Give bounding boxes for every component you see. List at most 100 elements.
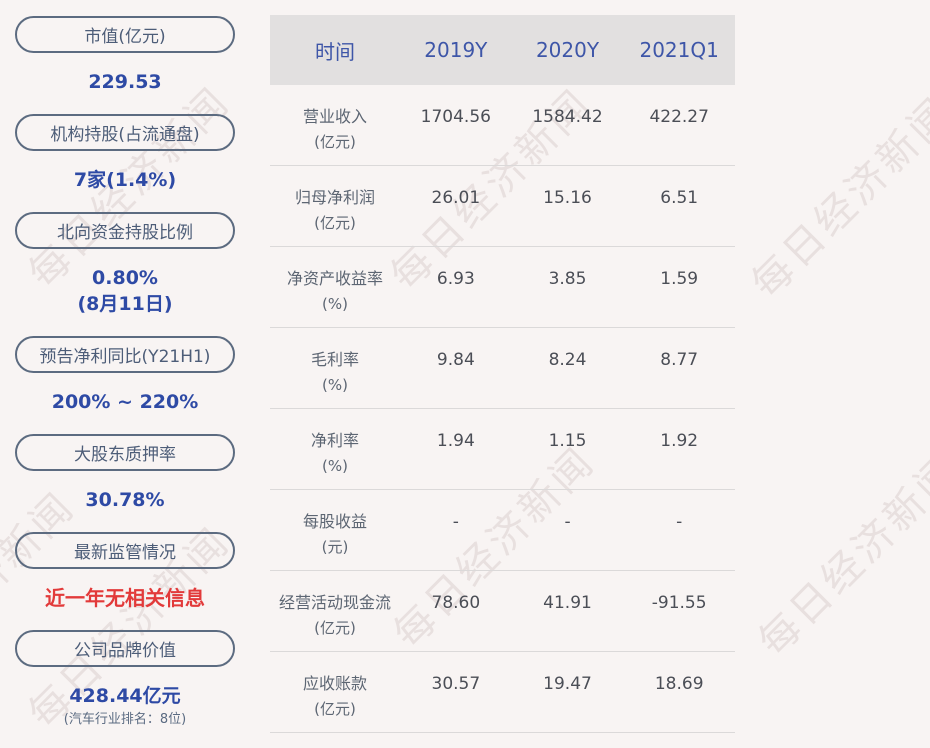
cell-2021q1: -: [676, 512, 683, 532]
cell-2019: 78.60: [431, 593, 481, 613]
row-label-unit: (%): [322, 376, 348, 394]
table-row-eps: 每股收益 (元) - - -: [270, 490, 735, 571]
row-label: 应收账款 (亿元): [270, 672, 400, 722]
cell-2021q1: 1.92: [660, 431, 699, 451]
northbound-holding-pill: 北向资金持股比例: [15, 212, 235, 249]
col-header-2021q1: 2021Q1: [639, 38, 719, 62]
regulatory-status-label: 最新监管情况: [74, 543, 176, 563]
sidebar-item-regulatory-status: 最新监管情况 近一年无相关信息: [15, 532, 235, 611]
brand-value-label: 公司品牌价值: [74, 641, 176, 661]
regulatory-status-value: 近一年无相关信息: [15, 585, 235, 611]
row-label-unit: (亿元): [314, 700, 356, 718]
table-row-net-margin: 净利率 (%) 1.94 1.15 1.92: [270, 409, 735, 490]
row-label-name: 净利率: [310, 431, 359, 450]
watermark-text: 每日经济新闻: [750, 446, 930, 666]
table-row-net-profit: 归母净利润 (亿元) 26.01 15.16 6.51: [270, 166, 735, 247]
cell-2019: 1704.56: [420, 107, 491, 127]
cell-2020: 19.47: [543, 674, 592, 694]
market-cap-value: 229.53: [15, 69, 235, 95]
cell-2021q1: 18.69: [654, 674, 704, 694]
row-label-unit: (%): [322, 457, 348, 475]
row-label-name: 经营活动现金流: [278, 593, 391, 612]
sidebar-item-profit-forecast: 预告净利同比(Y21H1) 200% ~ 220%: [15, 336, 235, 415]
row-label-name: 每股收益: [302, 512, 367, 531]
pledge-ratio-value-line: 30.78%: [85, 489, 165, 511]
market-cap-value-line: 229.53: [88, 71, 162, 93]
col-header-2020y: 2020Y: [535, 38, 600, 62]
row-label: 归母净利润 (亿元): [270, 186, 400, 236]
table-row-roe: 净资产收益率 (%) 6.93 3.85 1.59: [270, 247, 735, 328]
cell-2020: -: [564, 512, 571, 532]
northbound-holding-date-line: (8月11日): [77, 293, 173, 315]
row-label: 净利率 (%): [270, 429, 400, 479]
cell-2021q1: 6.51: [660, 188, 699, 208]
cell-2020: 8.24: [548, 350, 587, 370]
brand-value-rank: (汽车行业排名：8位): [63, 712, 187, 727]
col-header-time: 时间: [315, 39, 355, 64]
row-label-name: 归母净利润: [294, 188, 375, 207]
cell-2019: 1.94: [436, 431, 475, 451]
northbound-holding-value-line: 0.80%: [92, 267, 158, 289]
market-cap-label: 市值(亿元): [84, 27, 166, 47]
cell-2019: 30.57: [431, 674, 481, 694]
row-label: 净资产收益率 (%): [270, 267, 400, 317]
brand-value-pill: 公司品牌价值: [15, 630, 235, 667]
row-label: 每股收益 (元): [270, 510, 400, 560]
row-label-unit: (亿元): [314, 214, 356, 232]
cell-2019: 6.93: [436, 269, 475, 289]
profit-forecast-value-line: 200% ~ 220%: [51, 391, 199, 413]
cell-2021q1: 8.77: [660, 350, 699, 370]
cell-2020: 41.91: [543, 593, 592, 613]
institutional-holding-value-line: 7家(1.4%): [73, 169, 177, 191]
pledge-ratio-value: 30.78%: [15, 487, 235, 513]
brand-value-value: 428.44亿元: [15, 683, 235, 709]
cell-2021q1: -91.55: [651, 593, 707, 613]
regulatory-status-pill: 最新监管情况: [15, 532, 235, 569]
cell-2020: 15.16: [543, 188, 592, 208]
institutional-holding-value: 7家(1.4%): [15, 167, 235, 193]
cell-2021q1: 422.27: [649, 107, 709, 127]
pledge-ratio-label: 大股东质押率: [74, 445, 176, 465]
brand-value-value-line: 428.44亿元: [69, 685, 181, 707]
cell-2020: 1584.42: [532, 107, 603, 127]
regulatory-status-value-line: 近一年无相关信息: [45, 586, 205, 610]
cell-2020: 3.85: [548, 269, 587, 289]
table-row-revenue: 营业收入 (亿元) 1704.56 1584.42 422.27: [270, 85, 735, 166]
row-label: 毛利率 (%): [270, 348, 400, 398]
table-row-operating-cash-flow: 经营活动现金流 (亿元) 78.60 41.91 -91.55: [270, 571, 735, 652]
market-cap-pill: 市值(亿元): [15, 16, 235, 53]
sidebar-item-northbound-holding: 北向资金持股比例 0.80% (8月11日): [15, 212, 235, 317]
cell-2019: 26.01: [431, 188, 481, 208]
sidebar-item-pledge-ratio: 大股东质押率 30.78%: [15, 434, 235, 513]
northbound-holding-label: 北向资金持股比例: [57, 223, 193, 243]
row-label-name: 应收账款: [302, 674, 367, 693]
northbound-holding-value: 0.80% (8月11日): [15, 265, 235, 317]
profit-forecast-label: 预告净利同比(Y21H1): [39, 347, 211, 367]
sidebar-item-brand-value: 公司品牌价值 428.44亿元 (汽车行业排名：8位): [15, 630, 235, 729]
row-label-name: 毛利率: [310, 350, 359, 369]
cell-2021q1: 1.59: [660, 269, 699, 289]
row-label-unit: (元): [321, 538, 349, 556]
profit-forecast-pill: 预告净利同比(Y21H1): [15, 336, 235, 373]
row-label: 营业收入 (亿元): [270, 105, 400, 155]
table-row-gross-margin: 毛利率 (%) 9.84 8.24 8.77: [270, 328, 735, 409]
institutional-holding-label: 机构持股(占流通盘): [50, 125, 200, 145]
row-label: 经营活动现金流 (亿元): [270, 591, 400, 641]
cell-2020: 1.15: [548, 431, 587, 451]
institutional-holding-pill: 机构持股(占流通盘): [15, 114, 235, 151]
watermark-text: 每日经济新闻: [743, 88, 930, 308]
sidebar-item-institutional-holding: 机构持股(占流通盘) 7家(1.4%): [15, 114, 235, 193]
cell-2019: -: [452, 512, 459, 532]
row-label-name: 净资产收益率: [286, 269, 383, 288]
table-row-accounts-receivable: 应收账款 (亿元) 30.57 19.47 18.69: [270, 652, 735, 733]
col-header-2019y: 2019Y: [424, 38, 488, 62]
profit-forecast-value: 200% ~ 220%: [15, 389, 235, 415]
row-label-unit: (亿元): [314, 133, 356, 151]
financial-table: 时间 2019Y 2020Y 2021Q1 营业收入 (亿元) 1704.56 …: [270, 15, 735, 733]
table-header-row: 时间 2019Y 2020Y 2021Q1: [270, 15, 735, 85]
pledge-ratio-pill: 大股东质押率: [15, 434, 235, 471]
row-label-unit: (亿元): [314, 619, 356, 637]
sidebar-metrics: 市值(亿元) 229.53 机构持股(占流通盘) 7家(1.4%) 北向资金持股…: [15, 16, 235, 748]
row-label-name: 营业收入: [302, 107, 367, 126]
